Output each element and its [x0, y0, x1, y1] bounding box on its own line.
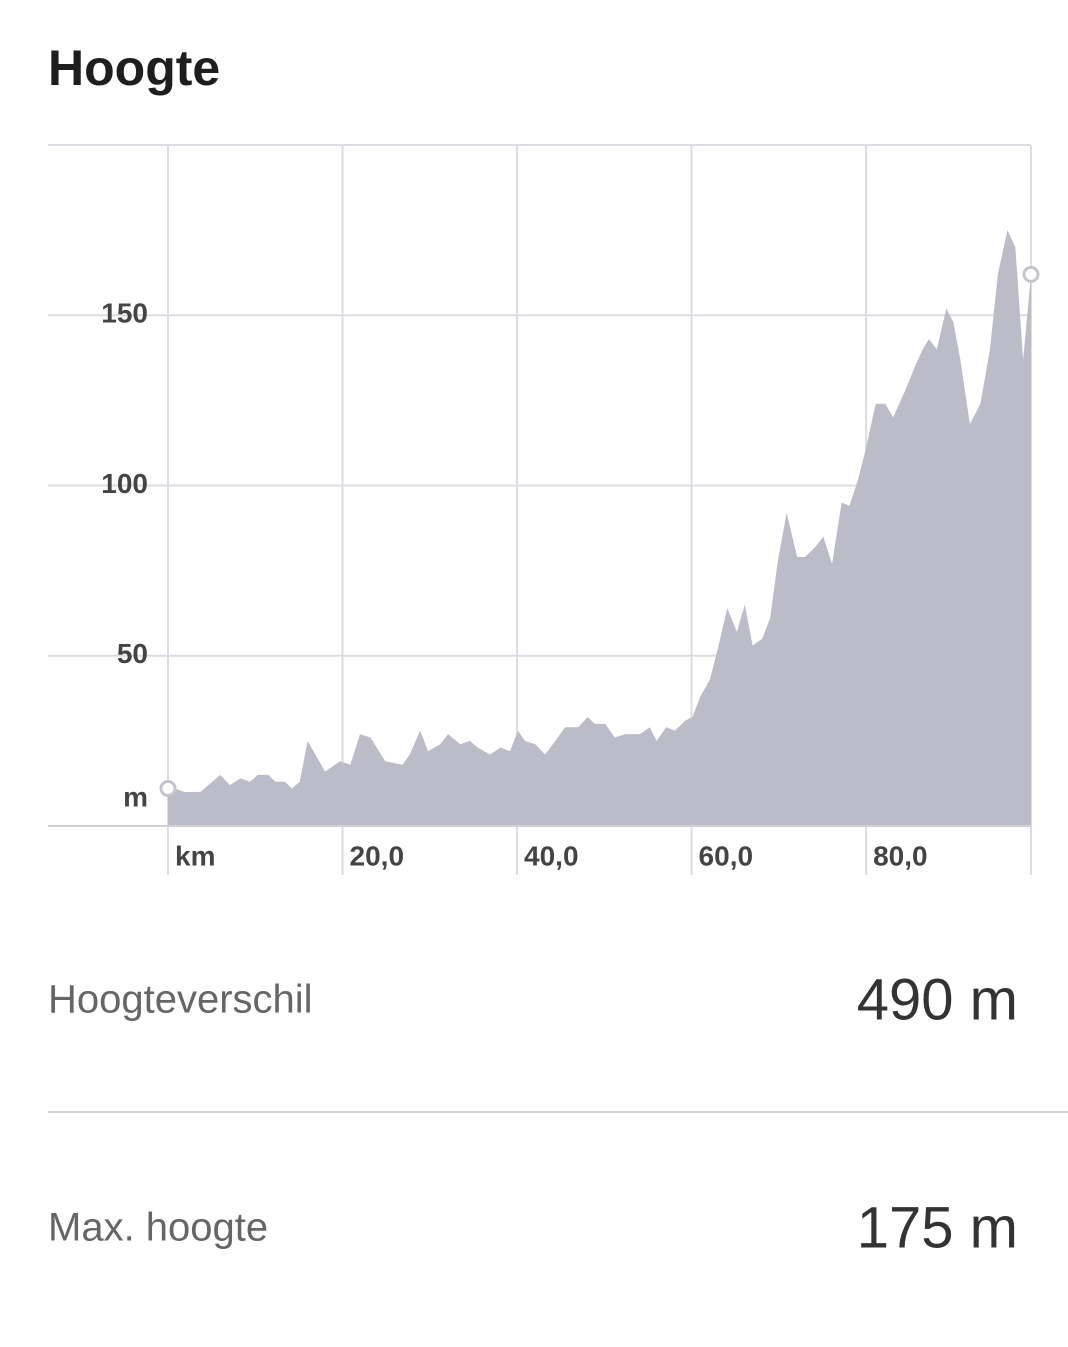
stat-label: Hoogteverschil	[48, 978, 313, 1022]
y-tick-label: 50	[117, 638, 148, 669]
x-tick-label: 60,0	[699, 840, 754, 871]
elevation-chart: 50 100 150 20,0 40,0 60,0 80,0 kmm	[48, 144, 1040, 875]
stat-label: Max. hoogte	[48, 1206, 268, 1250]
y-tick-label: 150	[101, 298, 148, 329]
x-tick-label: 20,0	[350, 840, 405, 871]
stat-value: 175 m	[857, 1195, 1018, 1260]
x-tick-label: 80,0	[873, 840, 928, 871]
area	[168, 230, 1031, 826]
x-tick-label: 40,0	[524, 840, 579, 871]
x-axis-unit: km	[175, 840, 215, 871]
section-title: Hoogte	[48, 40, 220, 96]
y-axis-unit: m	[123, 781, 148, 812]
endpoint-marker	[1022, 265, 1040, 283]
stat-value: 490 m	[857, 967, 1018, 1032]
endpoint-marker	[159, 780, 177, 798]
y-tick-label: 100	[101, 468, 148, 499]
